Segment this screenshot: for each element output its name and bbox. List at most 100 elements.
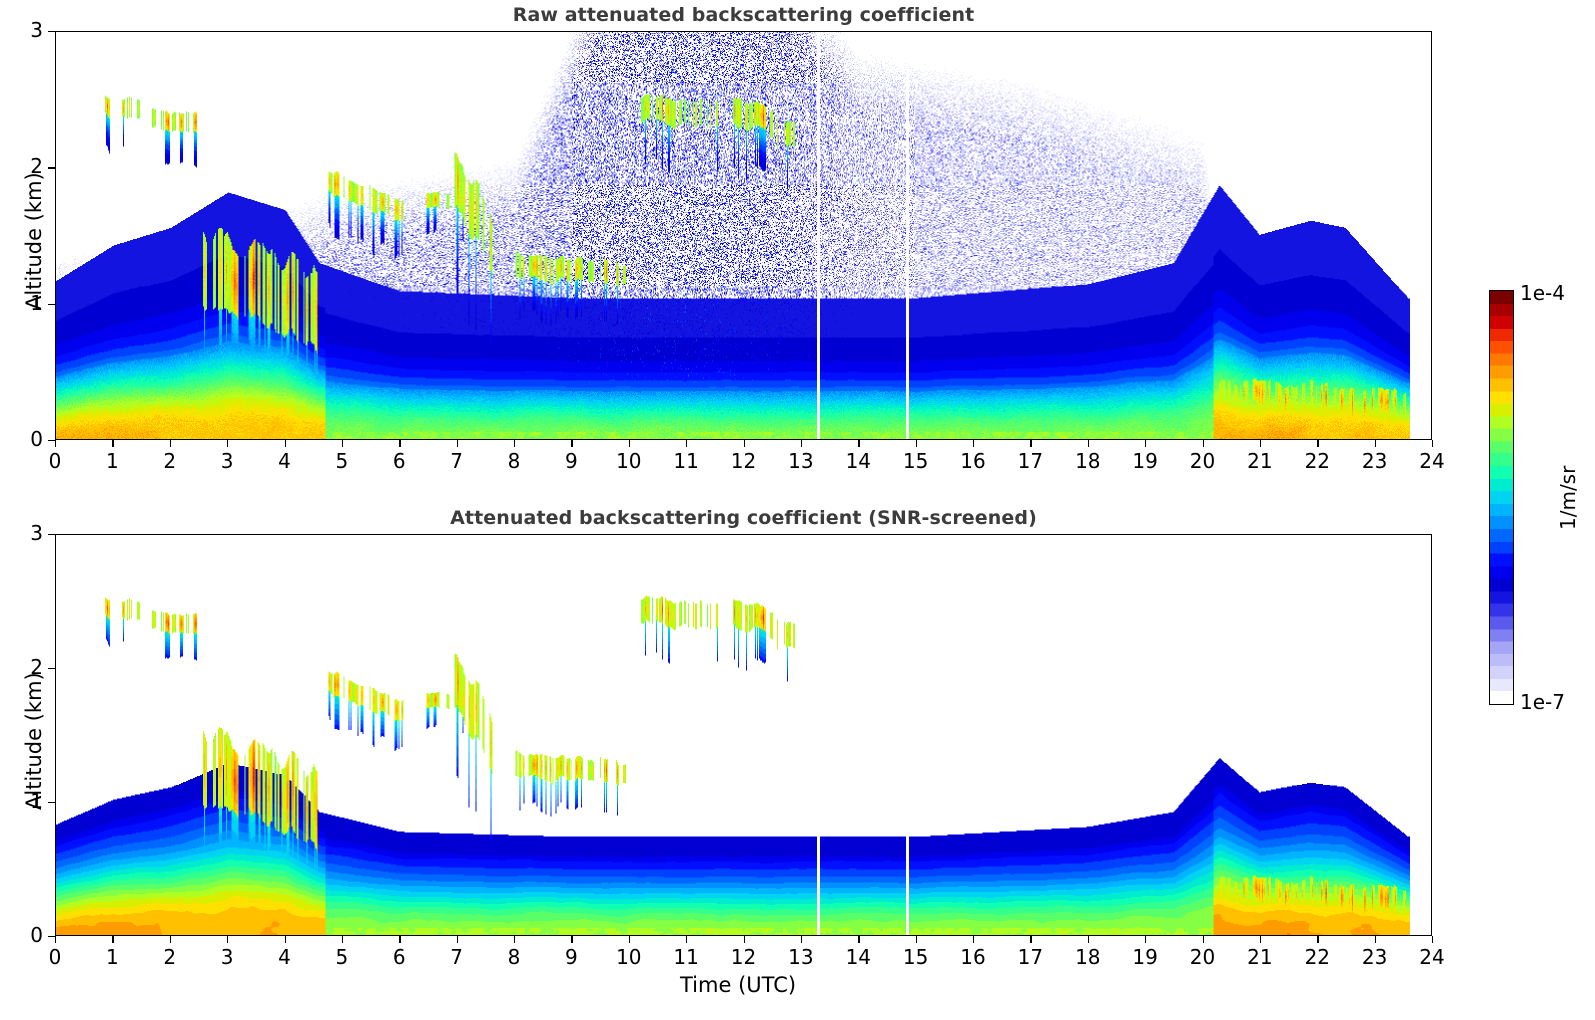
x-tick-label: 3	[220, 449, 234, 473]
x-tick-label: 0	[48, 449, 62, 473]
x-tick-label: 22	[1304, 945, 1331, 969]
x-tick	[571, 440, 573, 447]
x-tick	[1202, 936, 1204, 943]
x-tick	[514, 440, 516, 447]
y-tick	[48, 936, 55, 938]
x-tick	[1145, 440, 1147, 447]
y-axis-label-raw: Altitude (km)	[22, 172, 46, 310]
x-tick-label: 8	[507, 945, 521, 969]
x-tick-label: 13	[788, 945, 814, 969]
x-tick-label: 10	[616, 449, 642, 473]
x-tick-label: 1	[106, 449, 119, 473]
y-tick	[48, 534, 55, 536]
panel-title-raw: Raw attenuated backscattering coefficien…	[512, 4, 975, 26]
x-axis-label: Time (UTC)	[680, 973, 797, 997]
y-tick-label: 0	[30, 427, 43, 451]
x-tick-label: 22	[1304, 449, 1331, 473]
y-tick-label: 1	[30, 290, 43, 315]
colorbar-max-label: 1e-4	[1520, 281, 1565, 305]
x-tick	[1087, 936, 1090, 943]
x-tick	[169, 440, 172, 447]
x-tick-label: 0	[48, 945, 62, 969]
x-tick-label: 21	[1247, 945, 1273, 969]
x-tick	[1317, 936, 1319, 943]
x-tick-label: 8	[507, 449, 521, 473]
x-tick-label: 9	[565, 449, 578, 473]
x-tick-label: 18	[1075, 945, 1101, 969]
x-tick-label: 2	[163, 449, 177, 473]
colorbar	[1489, 290, 1514, 705]
x-tick	[628, 440, 631, 447]
x-tick-label: 1	[106, 945, 119, 969]
x-tick-label: 5	[335, 945, 349, 969]
x-tick-label: 14	[845, 945, 872, 969]
x-tick	[169, 936, 172, 943]
y-tick	[48, 167, 55, 169]
x-tick	[399, 440, 401, 447]
x-tick	[800, 936, 803, 943]
colorbar-gradient	[1490, 291, 1513, 704]
x-tick-label: 9	[565, 945, 578, 969]
x-tick	[341, 440, 344, 447]
x-tick	[686, 936, 688, 943]
x-tick	[1374, 936, 1376, 943]
x-tick	[743, 936, 745, 943]
plot-area-raw	[55, 31, 1432, 440]
x-tick-label: 7	[450, 945, 463, 969]
x-tick	[915, 936, 917, 943]
x-tick-label: 17	[1017, 449, 1044, 473]
x-tick-label: 14	[845, 449, 872, 473]
x-tick	[112, 936, 114, 943]
x-tick-label: 5	[335, 449, 349, 473]
heatmap-screened	[56, 535, 1431, 935]
x-tick	[1030, 936, 1032, 943]
y-tick	[48, 802, 55, 804]
x-tick-label: 12	[730, 945, 757, 969]
x-tick	[915, 440, 917, 447]
x-tick	[800, 440, 803, 447]
y-tick	[48, 303, 55, 306]
x-tick-label: 16	[960, 945, 986, 969]
x-tick	[1030, 440, 1032, 447]
x-tick-label: 19	[1132, 945, 1158, 969]
x-tick	[55, 440, 57, 447]
x-tick	[1317, 440, 1319, 447]
y-tick-label: 3	[30, 521, 43, 545]
x-tick	[284, 440, 286, 447]
x-tick-label: 10	[616, 945, 642, 969]
x-tick	[1087, 440, 1090, 447]
x-tick-label: 3	[220, 945, 234, 969]
x-tick-label: 24	[1419, 945, 1445, 969]
y-tick-label: 1	[30, 789, 43, 813]
x-tick	[112, 440, 114, 447]
x-tick	[743, 440, 745, 447]
x-tick-label: 23	[1361, 945, 1388, 969]
x-tick-label: 4	[278, 449, 291, 473]
y-tick-label: 0	[30, 923, 43, 947]
x-tick	[399, 936, 401, 943]
colorbar-min-label: 1e-7	[1520, 690, 1565, 714]
x-tick-label: 19	[1132, 449, 1158, 473]
x-tick-label: 6	[392, 449, 406, 473]
x-tick-label: 24	[1419, 449, 1445, 473]
x-tick	[571, 936, 573, 943]
x-tick	[1259, 936, 1262, 943]
x-tick	[456, 440, 458, 447]
x-tick	[284, 936, 286, 943]
x-tick	[1374, 440, 1376, 447]
plot-area-screened	[55, 534, 1432, 936]
y-tick-label: 2	[30, 154, 43, 179]
x-tick	[858, 936, 860, 943]
x-tick-label: 16	[960, 449, 986, 473]
y-tick-label: 3	[30, 18, 43, 42]
x-tick-label: 21	[1247, 449, 1273, 473]
x-tick	[341, 936, 344, 943]
x-tick-label: 12	[730, 449, 757, 473]
x-tick	[55, 936, 57, 943]
x-tick-label: 18	[1075, 449, 1101, 473]
panel-title-screened: Attenuated backscattering coefficient (S…	[450, 507, 1037, 529]
x-tick	[1259, 440, 1262, 447]
x-tick-label: 6	[392, 945, 406, 969]
x-tick-label: 23	[1361, 449, 1388, 473]
